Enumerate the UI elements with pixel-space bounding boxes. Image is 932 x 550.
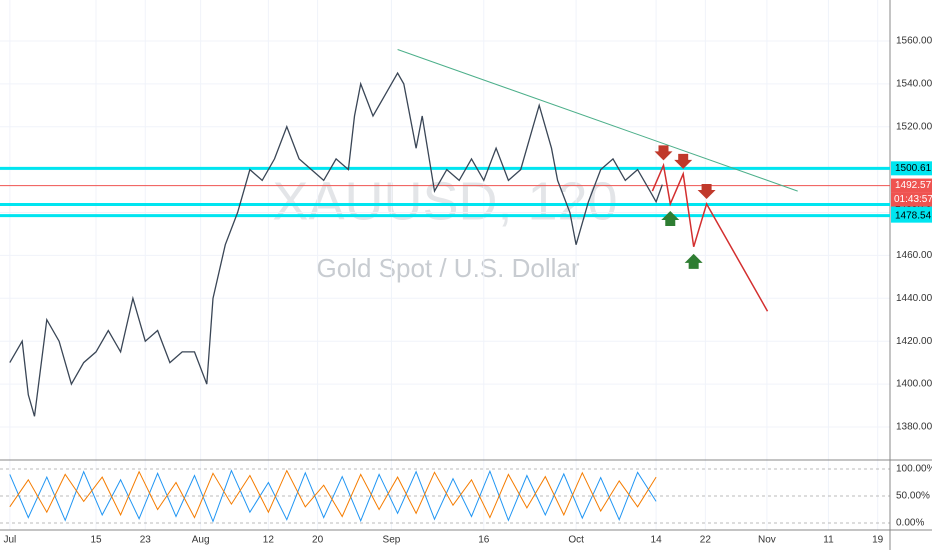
- y-tick-label: 1460.00: [896, 250, 932, 261]
- x-tick-label: Oct: [568, 535, 584, 546]
- price-label: 1500.61: [895, 163, 932, 174]
- x-tick-label: Aug: [192, 535, 210, 546]
- x-tick-label: 19: [872, 535, 884, 546]
- trendline: [397, 49, 798, 192]
- x-tick-label: 20: [312, 535, 324, 546]
- watermark-symbol: XAUUSD, 120: [272, 171, 617, 231]
- price-line: [9, 71, 663, 417]
- sell-arrow: [654, 145, 673, 161]
- osc-tick-label: 50.00%: [896, 491, 930, 502]
- price-label-box: [891, 161, 932, 176]
- osc-tick-label: 0.00%: [896, 518, 924, 529]
- y-tick-label: 1560.00: [896, 36, 932, 47]
- x-tick-label: 11: [823, 535, 834, 546]
- sell-arrow: [674, 153, 693, 169]
- y-tick-label: 1520.00: [896, 121, 932, 132]
- buy-arrow: [684, 253, 703, 269]
- y-tick-label: 1440.00: [896, 293, 932, 304]
- projection: [651, 162, 769, 312]
- x-tick-label: Nov: [758, 535, 776, 546]
- countdown-box: [891, 192, 932, 207]
- osc-line: [9, 469, 657, 523]
- y-tick-label: 1380.00: [896, 422, 932, 433]
- x-tick-label: 12: [263, 535, 275, 546]
- x-tick-label: 22: [700, 535, 712, 546]
- x-tick-label: 15: [90, 535, 102, 546]
- x-tick-label: 23: [140, 535, 152, 546]
- y-tick-label: 1540.00: [896, 78, 932, 89]
- x-tick-label: Sep: [383, 535, 401, 546]
- countdown-label: 01:43:57: [894, 194, 932, 205]
- price-label-box: [891, 208, 932, 223]
- x-tick-label: Jul: [3, 535, 16, 546]
- price-label: 1492.57: [895, 180, 932, 191]
- y-tick-label: 1400.00: [896, 379, 932, 390]
- x-tick-label: 16: [478, 535, 490, 546]
- x-tick-label: 14: [651, 535, 663, 546]
- sell-arrow: [697, 183, 716, 199]
- osc-line: [9, 469, 657, 519]
- watermark-name: Gold Spot / U.S. Dollar: [317, 253, 580, 283]
- price-label-box: [891, 178, 932, 193]
- osc-tick-label: 100.00%: [896, 464, 932, 475]
- buy-arrow: [661, 210, 680, 226]
- y-tick-label: 1420.00: [896, 336, 932, 347]
- price-label: 1478.54: [895, 210, 932, 221]
